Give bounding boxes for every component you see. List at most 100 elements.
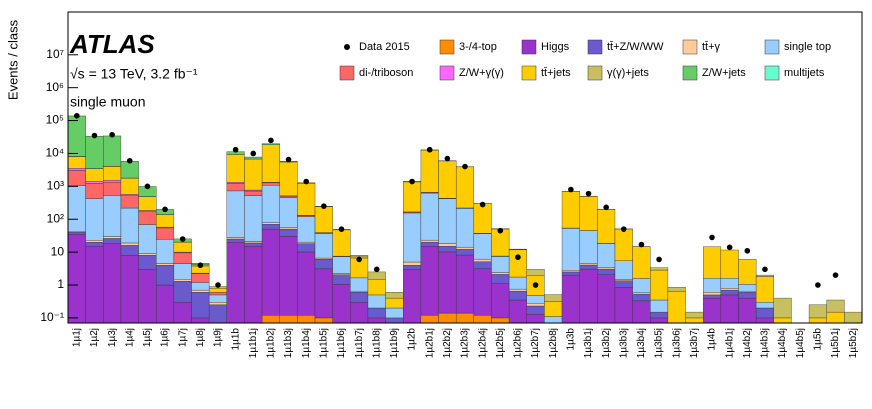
- bar-segment: [138, 224, 157, 254]
- data-point: [356, 256, 362, 263]
- bar-segment: [738, 284, 757, 292]
- bar-segment: [261, 222, 280, 225]
- bar-segment: [473, 315, 492, 324]
- data-point: [497, 227, 504, 234]
- bar-segment: [208, 294, 227, 303]
- x-tick-label: 1µ2b1j: [424, 328, 435, 358]
- bar-segment: [703, 297, 722, 324]
- bar-segment: [173, 263, 192, 280]
- data-point: [179, 236, 186, 242]
- bar-segment: [526, 313, 545, 324]
- data-point: [568, 186, 574, 193]
- legend-label: tt̄+γ: [702, 41, 721, 53]
- bar-segment: [773, 317, 792, 324]
- bar-segment: [491, 272, 510, 275]
- data-point: [621, 226, 627, 232]
- x-tick-label: 1µ3b1j: [583, 328, 594, 358]
- bar-segment: [85, 183, 104, 199]
- bar-segment: [720, 289, 739, 296]
- bar-segment: [455, 208, 475, 248]
- legend-swatch: [339, 65, 355, 81]
- x-tick-label: 1µ4b2j: [742, 328, 753, 358]
- bar-segment: [720, 278, 739, 289]
- data-point: [268, 137, 274, 144]
- bar-segment: [332, 284, 351, 324]
- bar-segment: [508, 299, 527, 324]
- bar-segment: [738, 297, 757, 324]
- bar-segment: [67, 170, 86, 186]
- bar-segment: [314, 206, 333, 233]
- bar-segment: [226, 183, 245, 192]
- bar-segment: [120, 242, 139, 246]
- x-tick-label: 1µ3b: [566, 328, 577, 351]
- bar-segment: [138, 196, 157, 211]
- bar-segment: [208, 304, 227, 324]
- bar-segment: [438, 160, 457, 199]
- bar-segment: [597, 268, 616, 275]
- bar-segment: [561, 274, 580, 324]
- bar-segment: [755, 317, 774, 324]
- bar-segment: [208, 302, 227, 306]
- legend-swatch: [587, 65, 603, 81]
- bar-segment: [350, 277, 369, 292]
- bar-segment: [755, 274, 774, 277]
- bar-segment: [367, 294, 386, 309]
- bar-segment: [526, 305, 545, 315]
- data-point: [144, 183, 151, 190]
- bar-segment: [191, 289, 210, 293]
- bar-segment: [703, 246, 722, 279]
- bar-segment: [544, 316, 563, 324]
- bar-segment: [261, 182, 280, 186]
- x-tick-label: 1µ2b: [407, 328, 418, 351]
- bar-segment: [667, 287, 686, 292]
- x-tick-label: 1µ2b7j: [530, 328, 541, 358]
- bar-segment: [403, 212, 422, 263]
- y-tick-label: 10⁶: [46, 80, 64, 94]
- legend-label: Higgs: [541, 41, 570, 53]
- bar-segment: [350, 302, 369, 324]
- x-tick-label: 1µ1b2j: [266, 328, 277, 358]
- bar-segment: [279, 228, 298, 237]
- bar-segment: [226, 190, 245, 238]
- bar-segment: [279, 227, 298, 230]
- bar-segment: [226, 238, 245, 243]
- legend-swatch: [521, 65, 537, 81]
- bar-segment: [350, 292, 369, 303]
- data-point: [515, 254, 521, 261]
- x-tick-label: 1µ3b7j: [689, 328, 700, 358]
- subtitle: √s = 13 TeV, 3.2 fb⁻¹: [70, 66, 198, 82]
- bar-segment: [738, 259, 757, 285]
- bar-segment: [226, 154, 245, 183]
- x-tick-label: 1µ6j: [160, 328, 171, 347]
- bar-segment: [561, 191, 580, 229]
- bar-segment: [720, 249, 739, 279]
- data-point: [373, 266, 380, 273]
- x-tick-label: 1µ5b1j: [830, 328, 841, 358]
- plot-frame: [67, 11, 863, 324]
- bar-segment: [67, 156, 86, 169]
- bar-segment: [650, 269, 669, 301]
- y-tick-label: 10⁴: [45, 146, 64, 160]
- bar-segment: [138, 211, 157, 225]
- y-tick-label: 10⁷: [46, 47, 64, 61]
- bar-segment: [244, 246, 263, 324]
- data-point: [91, 132, 98, 139]
- bar-segment: [67, 232, 86, 235]
- bar-segment: [808, 304, 827, 319]
- bar-segment: [438, 312, 457, 324]
- bar-segment: [403, 269, 422, 324]
- legend-label: γ(γ)+jets: [607, 67, 649, 79]
- bar-segment: [491, 317, 510, 324]
- x-tick-label: 1µ7j: [177, 328, 188, 347]
- bar-segment: [67, 115, 86, 157]
- bar-segment: [473, 268, 492, 316]
- bar-segment: [614, 228, 633, 261]
- bar-segment: [67, 168, 86, 171]
- bar-segment: [632, 246, 651, 279]
- bar-segment: [455, 254, 475, 314]
- legend-label: tt̄+Z/W/WW: [607, 41, 664, 53]
- bar-segment: [508, 288, 527, 292]
- bar-segment: [597, 274, 616, 324]
- data-point: [232, 146, 239, 153]
- legend-swatch: [439, 39, 455, 55]
